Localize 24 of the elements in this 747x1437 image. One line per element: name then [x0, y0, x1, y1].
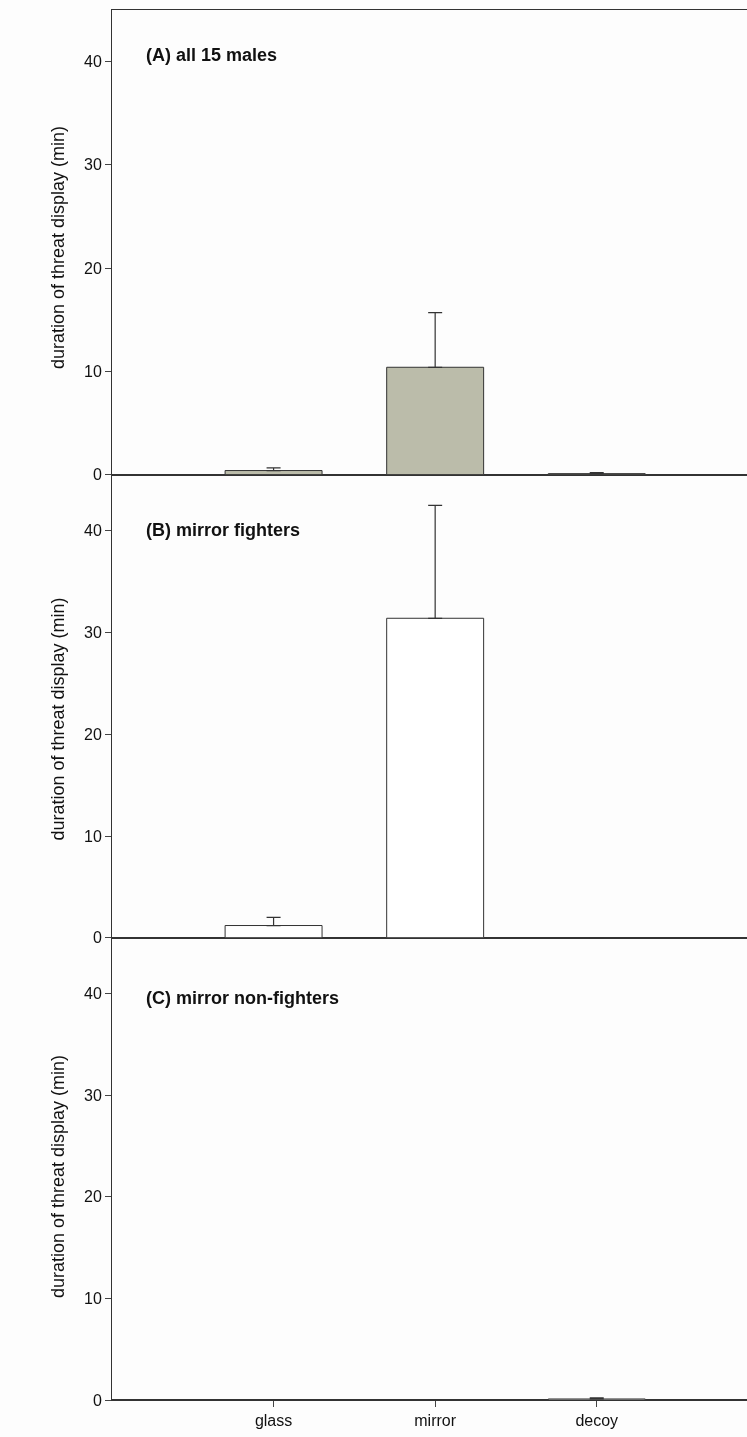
y-tick-label: 10: [84, 1290, 102, 1308]
y-tick-label: 10: [84, 363, 102, 381]
y-tick-label: 40: [84, 522, 102, 540]
text: (B) mirror fighters: [146, 520, 301, 540]
y-tick-label: 40: [84, 53, 102, 71]
y-tick-label: 20: [84, 1188, 102, 1206]
text: (C) mirror non-fighters: [146, 988, 339, 1008]
y-tick-label: 40: [84, 985, 102, 1003]
y-axis-title: duration of threat display (min): [48, 597, 69, 841]
y-tick-label: 20: [84, 259, 102, 277]
text: (A) all 15 males: [146, 45, 278, 65]
y-axis-title: duration of threat display (min): [48, 1054, 69, 1299]
y-tick-label: 0: [92, 1391, 102, 1409]
y-tick-label: 0: [92, 466, 102, 484]
y-tick-label: 30: [84, 624, 102, 642]
y-tick-label: 10: [84, 827, 102, 845]
y-tick-label: 30: [84, 156, 102, 174]
y-tick-label: 30: [84, 1086, 102, 1104]
y-tick-label: 20: [84, 725, 102, 743]
y-axis-title: duration of threat display (min): [48, 125, 69, 370]
y-tick-label: 0: [92, 929, 102, 947]
x-tick-label: decoy: [575, 1412, 619, 1430]
x-tick-label: glass: [254, 1412, 293, 1430]
x-tick-label: mirror: [414, 1412, 457, 1430]
